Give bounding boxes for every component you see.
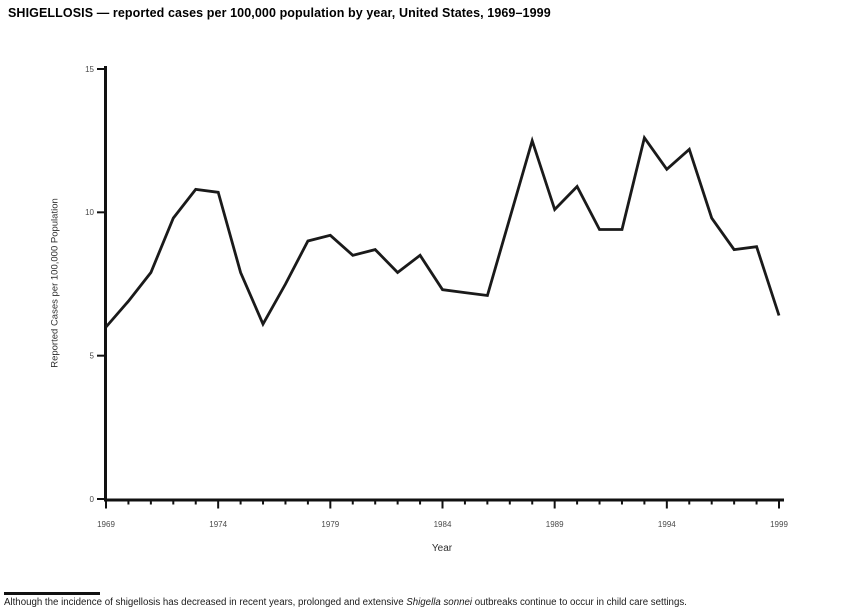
y-axis-label: Reported Cases per 100,000 Population — [49, 198, 61, 368]
data-line-series — [104, 134, 781, 328]
x-tick-label: 1989 — [546, 520, 564, 529]
x-tick-label: 1969 — [97, 520, 115, 529]
y-tick-label: 5 — [90, 351, 95, 360]
footnote-text: Although the incidence of shigellosis ha… — [4, 597, 857, 608]
y-tick-label: 10 — [85, 208, 94, 217]
x-tick-label: 1979 — [321, 520, 339, 529]
x-tick-label: 1984 — [434, 520, 452, 529]
x-tick-label: 1999 — [770, 520, 788, 529]
x-tick-label: 1994 — [658, 520, 676, 529]
line-chart: 0 5 10 15 1969 1974 1979 1984 1989 1994 1999 — [85, 65, 788, 529]
chart-title: SHIGELLOSIS — reported cases per 100,000… — [8, 6, 551, 20]
y-tick-label: 0 — [90, 495, 95, 504]
x-tick-label: 1974 — [209, 520, 227, 529]
x-axis-label: Year — [431, 543, 453, 554]
y-tick-label: 15 — [85, 65, 94, 74]
footnote-species-italic: Shigella sonnei — [406, 597, 473, 608]
footnote-suffix: outbreaks continue to occur in child car… — [472, 597, 687, 608]
footnote-rule — [4, 592, 100, 595]
footnote-prefix: Although the incidence of shigellosis ha… — [4, 597, 407, 608]
